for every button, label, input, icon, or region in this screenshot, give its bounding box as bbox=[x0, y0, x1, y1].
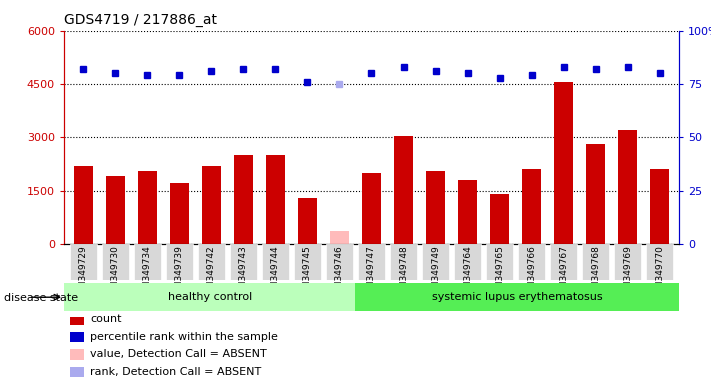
Text: GSM349768: GSM349768 bbox=[592, 245, 600, 300]
Bar bbox=[646, 244, 673, 280]
Bar bbox=[358, 244, 385, 280]
Bar bbox=[394, 136, 413, 244]
Text: GSM349747: GSM349747 bbox=[367, 245, 376, 300]
Text: GSM349764: GSM349764 bbox=[463, 245, 472, 300]
Bar bbox=[74, 166, 93, 244]
Text: value, Detection Call = ABSENT: value, Detection Call = ABSENT bbox=[90, 349, 267, 359]
Bar bbox=[262, 244, 289, 280]
Text: GSM349742: GSM349742 bbox=[207, 245, 216, 300]
Bar bbox=[586, 144, 605, 244]
Bar bbox=[64, 283, 356, 311]
Bar bbox=[106, 176, 125, 244]
Bar bbox=[298, 198, 317, 244]
Bar bbox=[70, 244, 97, 280]
Bar bbox=[138, 171, 157, 244]
Bar bbox=[166, 244, 193, 280]
Bar bbox=[618, 130, 637, 244]
Bar bbox=[582, 244, 609, 280]
Text: GSM349739: GSM349739 bbox=[175, 245, 184, 300]
Bar bbox=[362, 173, 381, 244]
Bar bbox=[326, 244, 353, 280]
Bar bbox=[550, 244, 577, 280]
Bar bbox=[422, 244, 449, 280]
Text: count: count bbox=[90, 314, 122, 324]
Bar bbox=[70, 332, 84, 343]
Bar bbox=[70, 366, 84, 377]
Text: GSM349769: GSM349769 bbox=[624, 245, 632, 300]
Text: percentile rank within the sample: percentile rank within the sample bbox=[90, 332, 278, 342]
Bar bbox=[426, 171, 445, 244]
Bar bbox=[134, 244, 161, 280]
Text: GSM349746: GSM349746 bbox=[335, 245, 344, 300]
Bar bbox=[294, 244, 321, 280]
Text: GSM349767: GSM349767 bbox=[559, 245, 568, 300]
Text: GSM349766: GSM349766 bbox=[527, 245, 536, 300]
Text: GDS4719 / 217886_at: GDS4719 / 217886_at bbox=[64, 13, 217, 27]
Text: GSM349749: GSM349749 bbox=[431, 245, 440, 300]
Text: rank, Detection Call = ABSENT: rank, Detection Call = ABSENT bbox=[90, 367, 261, 377]
Bar bbox=[234, 155, 253, 244]
Bar bbox=[330, 232, 349, 244]
Bar bbox=[614, 244, 641, 280]
Bar bbox=[522, 169, 541, 244]
Text: GSM349730: GSM349730 bbox=[111, 245, 119, 300]
Bar bbox=[554, 82, 573, 244]
Text: GSM349770: GSM349770 bbox=[656, 245, 664, 300]
Bar bbox=[70, 349, 84, 360]
Text: GSM349744: GSM349744 bbox=[271, 245, 280, 300]
Bar bbox=[518, 244, 545, 280]
Text: healthy control: healthy control bbox=[168, 292, 252, 302]
Bar bbox=[202, 166, 221, 244]
Bar bbox=[102, 244, 129, 280]
Bar bbox=[356, 283, 679, 311]
Text: GSM349748: GSM349748 bbox=[399, 245, 408, 300]
Bar bbox=[390, 244, 417, 280]
Bar bbox=[70, 314, 84, 325]
Bar bbox=[650, 169, 669, 244]
Bar bbox=[170, 184, 189, 244]
Text: GSM349765: GSM349765 bbox=[495, 245, 504, 300]
Text: systemic lupus erythematosus: systemic lupus erythematosus bbox=[432, 292, 602, 302]
Bar bbox=[230, 244, 257, 280]
Bar bbox=[490, 194, 509, 244]
Bar bbox=[458, 180, 477, 244]
Text: GSM349734: GSM349734 bbox=[143, 245, 151, 300]
Bar bbox=[454, 244, 481, 280]
Text: GSM349745: GSM349745 bbox=[303, 245, 312, 300]
Bar bbox=[198, 244, 225, 280]
Text: disease state: disease state bbox=[4, 293, 77, 303]
Text: GSM349743: GSM349743 bbox=[239, 245, 248, 300]
Text: GSM349729: GSM349729 bbox=[79, 245, 87, 300]
Bar bbox=[266, 155, 285, 244]
Bar bbox=[486, 244, 513, 280]
